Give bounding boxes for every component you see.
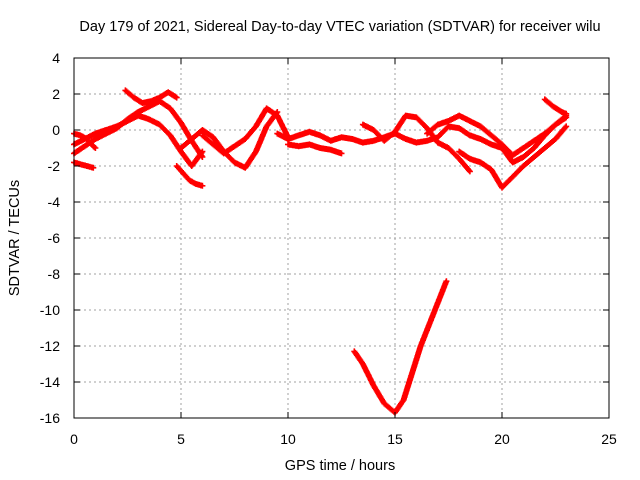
series-markers — [173, 163, 206, 189]
grid-layer — [74, 58, 609, 418]
series-arc-13 — [456, 123, 570, 191]
series-markers — [541, 96, 570, 117]
series-arc-9 — [274, 123, 505, 151]
x-tick-label: 5 — [177, 431, 185, 447]
x-tick-label: 25 — [601, 431, 617, 447]
series-arc-7 — [178, 109, 281, 171]
series-arc-15 — [541, 96, 570, 117]
y-tick-label: -12 — [40, 338, 60, 354]
x-axis-label: GPS time / hours — [285, 458, 395, 474]
x-tick-label: 0 — [70, 431, 78, 447]
series-markers — [351, 278, 450, 416]
y-tick-label: -14 — [40, 374, 60, 390]
series-markers — [274, 123, 505, 151]
chart-title: Day 179 of 2021, Sidereal Day-to-day VTE… — [79, 19, 600, 35]
series-markers — [285, 141, 345, 157]
y-tick-label: -2 — [48, 158, 61, 174]
series-markers — [199, 105, 291, 157]
y-tick-label: -10 — [40, 302, 60, 318]
series-arc-11 — [359, 112, 473, 175]
series-arc-6 — [173, 163, 206, 189]
series-markers — [359, 112, 473, 175]
y-tick-label: -6 — [48, 230, 61, 246]
y-axis-label: SDTVAR / TECUs — [7, 180, 23, 296]
series-arc-14 — [499, 112, 570, 166]
y-tick-label: 0 — [52, 122, 60, 138]
x-tick-label: 10 — [280, 431, 296, 447]
y-tick-label: 4 — [52, 50, 60, 66]
series-markers — [456, 123, 570, 191]
x-tick-label: 20 — [494, 431, 510, 447]
x-tick-label: 15 — [387, 431, 403, 447]
y-tick-label: -4 — [48, 194, 61, 210]
series-markers — [122, 87, 180, 106]
y-tick-label: -16 — [40, 410, 60, 426]
series-arc-10 — [285, 141, 345, 157]
series-markers — [178, 109, 281, 171]
y-tick-label: -8 — [48, 266, 61, 282]
series-arc-16 — [351, 278, 450, 416]
series-arc-5 — [122, 87, 180, 106]
series-markers — [499, 112, 570, 166]
y-tick-label: 2 — [52, 86, 60, 102]
series-arc-8 — [199, 105, 291, 157]
